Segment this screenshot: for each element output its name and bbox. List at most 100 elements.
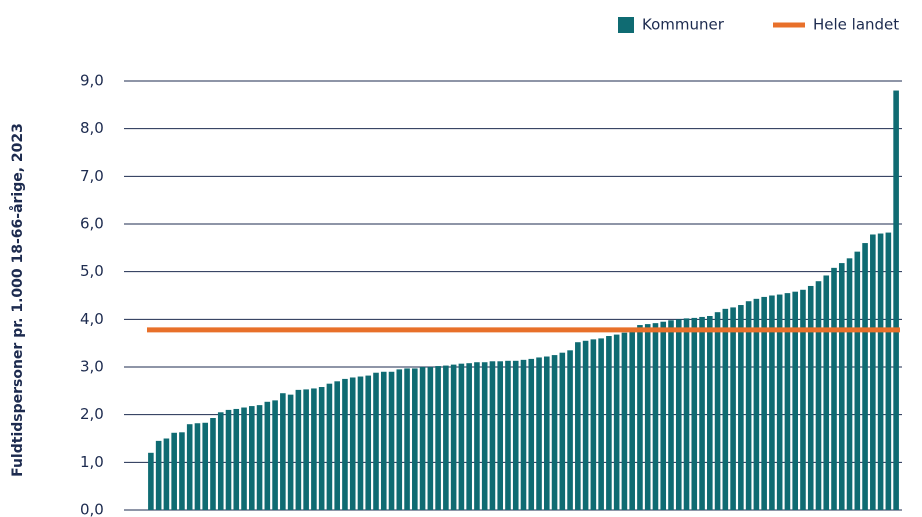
bar bbox=[893, 90, 899, 511]
bar bbox=[606, 336, 612, 510]
bar bbox=[249, 406, 255, 510]
bar bbox=[784, 293, 791, 510]
bar bbox=[582, 340, 589, 510]
bar bbox=[776, 294, 783, 510]
bar bbox=[769, 295, 775, 510]
y-tick-label: 4,0 bbox=[80, 310, 104, 328]
bar bbox=[691, 317, 698, 510]
bar bbox=[318, 387, 325, 510]
bar bbox=[388, 371, 395, 510]
bar bbox=[466, 363, 472, 510]
y-tick-label: 8,0 bbox=[80, 119, 104, 137]
y-tick-label: 2,0 bbox=[80, 405, 104, 423]
bar bbox=[520, 359, 527, 510]
y-tick-label: 5,0 bbox=[80, 262, 104, 280]
bar bbox=[683, 318, 690, 510]
bar bbox=[675, 319, 682, 510]
bar bbox=[272, 400, 278, 510]
bar bbox=[233, 408, 240, 510]
bar bbox=[792, 291, 798, 510]
bar bbox=[885, 232, 892, 510]
bar bbox=[396, 369, 403, 510]
bar bbox=[419, 367, 426, 510]
bar bbox=[427, 367, 434, 510]
bar bbox=[854, 251, 861, 510]
bar bbox=[637, 325, 643, 510]
bar bbox=[559, 352, 566, 510]
bar bbox=[846, 258, 853, 510]
bar bbox=[838, 263, 845, 510]
bar bbox=[551, 355, 558, 510]
bar bbox=[311, 388, 317, 510]
bar bbox=[326, 383, 333, 510]
bar bbox=[714, 312, 721, 510]
bar bbox=[303, 389, 309, 510]
bar bbox=[357, 376, 364, 510]
bar bbox=[567, 350, 573, 510]
bar bbox=[163, 438, 170, 510]
bar bbox=[800, 289, 806, 510]
bar bbox=[497, 361, 504, 510]
bar bbox=[660, 321, 667, 510]
bar bbox=[264, 401, 271, 510]
bar bbox=[862, 243, 868, 511]
bar bbox=[505, 360, 511, 510]
bar bbox=[575, 342, 581, 510]
bar bbox=[707, 315, 713, 510]
bar bbox=[807, 285, 814, 510]
bar bbox=[528, 358, 535, 510]
bar bbox=[536, 357, 542, 510]
bar bbox=[334, 381, 340, 510]
bar bbox=[225, 409, 232, 510]
bar bbox=[194, 423, 201, 510]
bar bbox=[474, 362, 480, 510]
bar bbox=[280, 393, 286, 510]
bar bbox=[621, 332, 628, 510]
bar bbox=[543, 356, 550, 510]
bar bbox=[877, 233, 884, 511]
bar bbox=[241, 407, 247, 510]
bar bbox=[652, 323, 659, 510]
y-tick-label: 6,0 bbox=[80, 215, 104, 233]
bar bbox=[761, 296, 767, 510]
bar bbox=[481, 362, 488, 510]
bar bbox=[349, 377, 356, 510]
bar bbox=[342, 378, 348, 510]
y-tick-label: 7,0 bbox=[80, 167, 104, 185]
bar bbox=[668, 320, 674, 510]
bar bbox=[870, 234, 876, 510]
bar bbox=[217, 412, 224, 510]
bar bbox=[148, 452, 154, 510]
bar bbox=[730, 307, 736, 510]
bar bbox=[412, 368, 418, 510]
bar bbox=[155, 440, 162, 510]
bar bbox=[831, 267, 837, 510]
bar bbox=[380, 371, 387, 510]
bar bbox=[815, 281, 822, 510]
bar bbox=[443, 365, 449, 510]
bar bbox=[435, 366, 441, 510]
y-tick-label: 9,0 bbox=[80, 72, 104, 90]
bar bbox=[613, 334, 620, 510]
y-axis-label: Fuldtidspersoner pr. 1.000 18-66-årige, … bbox=[9, 123, 26, 477]
bar bbox=[644, 324, 651, 510]
bar bbox=[287, 394, 294, 510]
bar bbox=[753, 298, 760, 510]
bar bbox=[179, 432, 185, 510]
bar bbox=[745, 301, 752, 510]
bar bbox=[450, 364, 457, 510]
bar bbox=[365, 375, 372, 510]
legend-label: Kommuner bbox=[642, 16, 725, 34]
bar bbox=[823, 275, 830, 510]
legend-swatch bbox=[618, 17, 634, 33]
bar bbox=[598, 338, 604, 510]
legend-label: Hele landet bbox=[813, 16, 899, 34]
bar bbox=[512, 360, 519, 510]
bar bbox=[256, 405, 263, 510]
bar bbox=[738, 305, 744, 510]
bar bbox=[373, 372, 379, 510]
bar bbox=[202, 422, 209, 510]
y-tick-label: 1,0 bbox=[80, 453, 104, 471]
bar bbox=[404, 368, 410, 510]
